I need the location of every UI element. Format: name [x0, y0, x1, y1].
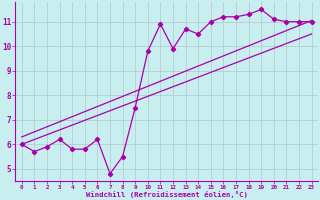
X-axis label: Windchill (Refroidissement éolien,°C): Windchill (Refroidissement éolien,°C): [86, 191, 248, 198]
